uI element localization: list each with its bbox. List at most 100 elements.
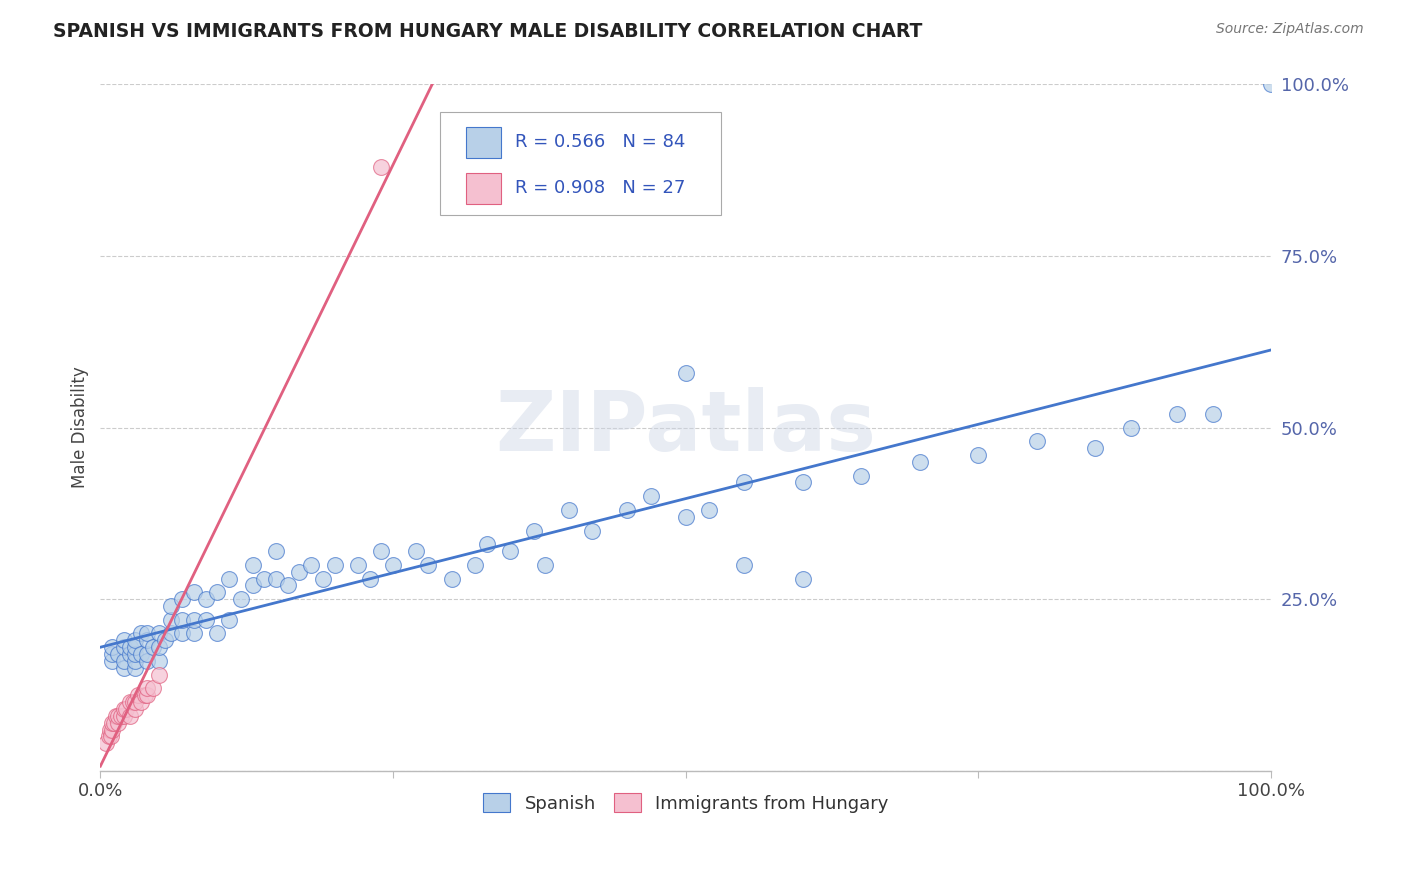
Point xyxy=(675,509,697,524)
Point xyxy=(299,558,322,572)
Point xyxy=(101,715,124,730)
Point xyxy=(172,626,194,640)
Point xyxy=(97,730,120,744)
Point xyxy=(110,708,132,723)
Point xyxy=(122,695,145,709)
Point xyxy=(124,661,146,675)
Point xyxy=(277,578,299,592)
Point xyxy=(1026,434,1049,449)
Point xyxy=(347,558,370,572)
Point xyxy=(475,537,498,551)
Point xyxy=(103,715,125,730)
Point xyxy=(675,366,697,380)
Y-axis label: Male Disability: Male Disability xyxy=(72,367,89,489)
Point xyxy=(101,723,124,737)
Point xyxy=(264,572,287,586)
Point xyxy=(557,503,579,517)
Text: Source: ZipAtlas.com: Source: ZipAtlas.com xyxy=(1216,22,1364,37)
Point xyxy=(229,592,252,607)
Text: ZIPatlas: ZIPatlas xyxy=(495,387,876,468)
Point xyxy=(101,647,124,661)
Point xyxy=(107,708,129,723)
Point xyxy=(851,468,873,483)
Point xyxy=(142,640,165,655)
Point xyxy=(172,592,194,607)
Point xyxy=(107,715,129,730)
Point xyxy=(172,613,194,627)
Point xyxy=(242,578,264,592)
Point xyxy=(616,503,638,517)
Point xyxy=(136,633,159,648)
Point xyxy=(112,654,135,668)
FancyBboxPatch shape xyxy=(465,127,501,158)
Point xyxy=(264,544,287,558)
Point xyxy=(136,626,159,640)
Point xyxy=(967,448,990,462)
FancyBboxPatch shape xyxy=(440,112,721,215)
FancyBboxPatch shape xyxy=(465,173,501,204)
Point xyxy=(253,572,276,586)
Point xyxy=(118,640,141,655)
Point xyxy=(124,695,146,709)
Point xyxy=(1119,420,1142,434)
Point xyxy=(131,626,153,640)
Point xyxy=(697,503,720,517)
Point xyxy=(534,558,557,572)
Point xyxy=(499,544,522,558)
Point xyxy=(418,558,440,572)
Point xyxy=(183,585,205,599)
Point xyxy=(194,592,217,607)
Point xyxy=(112,633,135,648)
Point xyxy=(207,626,229,640)
Point xyxy=(112,661,135,675)
Point xyxy=(118,647,141,661)
Point xyxy=(218,613,240,627)
Point xyxy=(148,654,170,668)
Point xyxy=(908,455,931,469)
Point xyxy=(107,647,129,661)
Point xyxy=(382,558,405,572)
Point xyxy=(159,613,181,627)
Point xyxy=(792,475,814,490)
Point xyxy=(159,626,181,640)
Point xyxy=(733,475,755,490)
Point xyxy=(136,681,159,696)
Point xyxy=(148,667,170,681)
Point xyxy=(359,572,381,586)
Text: R = 0.566   N = 84: R = 0.566 N = 84 xyxy=(515,134,685,152)
Point xyxy=(112,708,135,723)
Point xyxy=(118,695,141,709)
Point xyxy=(1201,407,1223,421)
Point xyxy=(153,633,176,648)
Point xyxy=(96,736,118,750)
Point xyxy=(127,688,149,702)
Point xyxy=(640,489,662,503)
Point xyxy=(1166,407,1188,421)
Point xyxy=(323,558,346,572)
Point xyxy=(100,730,122,744)
Point xyxy=(183,613,205,627)
Point xyxy=(194,613,217,627)
Point xyxy=(1084,441,1107,455)
Point xyxy=(242,558,264,572)
Point xyxy=(124,633,146,648)
Point xyxy=(136,688,159,702)
Point xyxy=(405,544,427,558)
Point xyxy=(104,708,127,723)
Point xyxy=(112,702,135,716)
Point xyxy=(522,524,544,538)
Point xyxy=(370,160,392,174)
Point xyxy=(101,654,124,668)
Point xyxy=(440,572,463,586)
Text: R = 0.908   N = 27: R = 0.908 N = 27 xyxy=(515,179,685,197)
Point xyxy=(159,599,181,613)
Point xyxy=(136,647,159,661)
Point xyxy=(288,565,311,579)
Text: SPANISH VS IMMIGRANTS FROM HUNGARY MALE DISABILITY CORRELATION CHART: SPANISH VS IMMIGRANTS FROM HUNGARY MALE … xyxy=(53,22,922,41)
Point xyxy=(124,640,146,655)
Point xyxy=(118,708,141,723)
Point xyxy=(124,647,146,661)
Point xyxy=(792,572,814,586)
Point xyxy=(124,702,146,716)
Point xyxy=(101,640,124,655)
